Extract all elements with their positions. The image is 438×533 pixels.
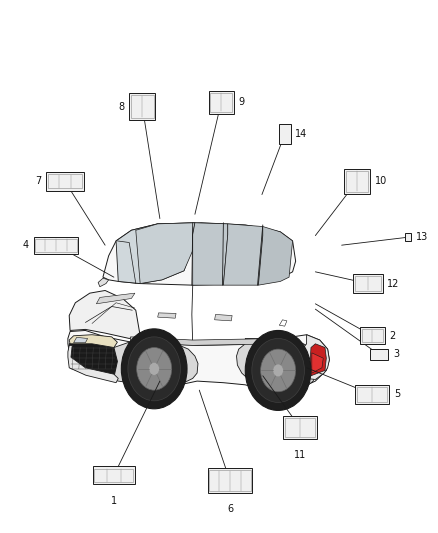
Polygon shape (74, 337, 88, 343)
FancyBboxPatch shape (208, 468, 252, 494)
Polygon shape (131, 337, 280, 345)
FancyBboxPatch shape (344, 168, 370, 193)
Polygon shape (102, 342, 198, 389)
Circle shape (128, 337, 180, 401)
Text: 2: 2 (390, 331, 396, 341)
Polygon shape (310, 344, 326, 376)
Circle shape (252, 338, 304, 402)
Text: 8: 8 (118, 102, 124, 111)
Text: 13: 13 (416, 232, 428, 242)
Polygon shape (98, 278, 109, 287)
Polygon shape (312, 353, 323, 373)
Polygon shape (223, 224, 263, 285)
Text: 10: 10 (375, 176, 387, 186)
FancyBboxPatch shape (283, 416, 317, 439)
Polygon shape (215, 314, 232, 321)
Polygon shape (96, 293, 135, 304)
FancyBboxPatch shape (279, 124, 291, 144)
Text: 12: 12 (387, 279, 400, 288)
FancyBboxPatch shape (34, 237, 78, 254)
Polygon shape (258, 227, 293, 285)
Text: 14: 14 (295, 130, 307, 139)
Polygon shape (136, 223, 195, 284)
Polygon shape (68, 330, 329, 392)
FancyBboxPatch shape (360, 327, 385, 344)
Text: 3: 3 (393, 350, 399, 359)
Polygon shape (68, 345, 118, 383)
FancyBboxPatch shape (46, 172, 84, 190)
Polygon shape (193, 223, 228, 285)
Circle shape (121, 329, 187, 409)
Text: 9: 9 (238, 98, 244, 107)
Polygon shape (69, 335, 117, 348)
FancyBboxPatch shape (129, 93, 155, 120)
FancyBboxPatch shape (208, 91, 234, 114)
FancyBboxPatch shape (370, 349, 388, 360)
Polygon shape (69, 290, 140, 338)
Circle shape (149, 362, 159, 375)
Circle shape (245, 330, 311, 410)
Circle shape (261, 349, 296, 392)
Text: 1: 1 (111, 496, 117, 506)
Text: 5: 5 (394, 390, 400, 399)
FancyBboxPatch shape (356, 385, 389, 405)
Polygon shape (298, 335, 329, 379)
FancyBboxPatch shape (353, 274, 382, 293)
Polygon shape (103, 223, 296, 285)
Polygon shape (158, 313, 176, 318)
Text: 4: 4 (23, 240, 29, 250)
Circle shape (273, 364, 283, 377)
Text: 7: 7 (35, 176, 41, 186)
FancyBboxPatch shape (405, 233, 411, 241)
Text: 11: 11 (294, 450, 306, 461)
Circle shape (137, 348, 172, 390)
FancyBboxPatch shape (93, 466, 135, 484)
Polygon shape (69, 342, 117, 377)
Text: 6: 6 (227, 504, 233, 514)
Polygon shape (116, 223, 196, 284)
Polygon shape (237, 338, 315, 392)
